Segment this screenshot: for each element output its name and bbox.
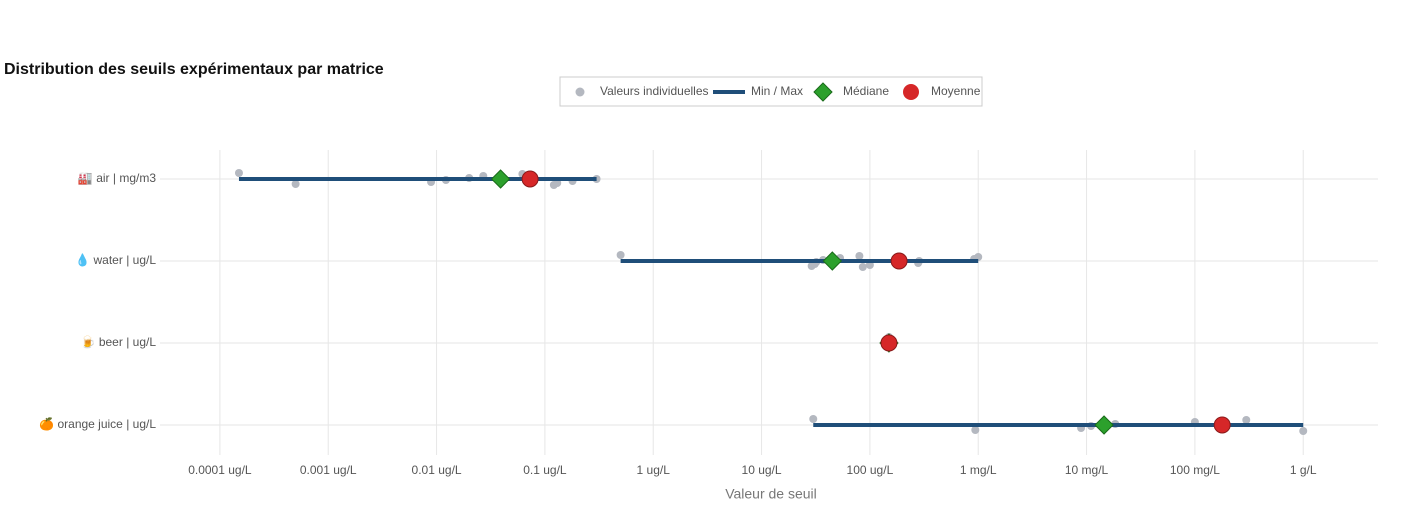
x-tick-label: 1 ug/L [637, 463, 671, 477]
chart-title: Distribution des seuils expérimentaux pa… [4, 61, 384, 78]
y-tick-label: 🍊 orange juice | ug/L [39, 417, 156, 431]
point [858, 263, 867, 271]
y-tick-label: 🏭 air | mg/m3 [78, 171, 156, 185]
x-tick-label: 10 ug/L [742, 463, 782, 477]
median-marker [490, 169, 511, 189]
mean-marker [880, 334, 898, 352]
x-tick-label: 0.01 ug/L [412, 463, 462, 477]
legend-label: Moyenne [931, 84, 981, 98]
x-tick-label: 1 g/L [1290, 463, 1317, 477]
y-tick-label: 🍺 beer | ug/L [81, 334, 157, 349]
x-tick-label: 100 ug/L [847, 463, 894, 477]
x-tick-label: 0.0001 ug/L [188, 463, 252, 477]
legend-symbol [575, 87, 585, 97]
point [234, 169, 243, 177]
x-tick-label: 100 mg/L [1170, 463, 1220, 477]
y-tick-label: 💧 water | ug/L [75, 253, 156, 267]
x-tick-label: 0.1 ug/L [523, 463, 567, 477]
point [971, 426, 980, 434]
legend-label: Médiane [843, 84, 889, 98]
x-axis-title: Valeur de seuil [725, 486, 817, 502]
legend-symbol [903, 84, 919, 100]
point [855, 252, 864, 260]
median-marker [822, 251, 843, 271]
point [616, 251, 625, 259]
mean-marker [890, 252, 908, 270]
x-tick-label: 0.001 ug/L [300, 463, 357, 477]
mean-marker [1213, 416, 1231, 434]
legend-symbol [813, 82, 833, 102]
point [1299, 427, 1308, 435]
point [1242, 416, 1251, 424]
x-tick-label: 10 mg/L [1065, 463, 1109, 477]
x-tick-label: 1 mg/L [960, 463, 997, 477]
median-marker [1094, 415, 1114, 435]
point [291, 180, 300, 188]
mean-marker [521, 170, 539, 188]
point [809, 415, 818, 423]
legend-label: Valeurs individuelles [600, 84, 709, 98]
legend-label: Min / Max [751, 84, 803, 98]
